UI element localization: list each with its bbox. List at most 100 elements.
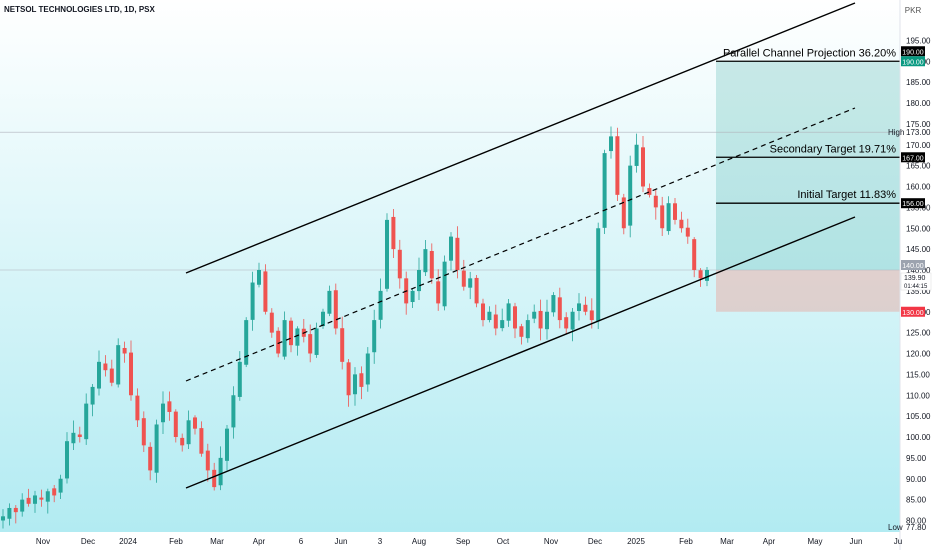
candle-body — [666, 203, 671, 232]
candle-body — [58, 478, 63, 493]
candle — [551, 292, 556, 317]
x-tick-label: Feb — [169, 537, 183, 546]
candle — [666, 196, 671, 235]
candle — [218, 446, 223, 491]
y-tick-label: 150.00 — [906, 224, 931, 233]
candle — [154, 419, 159, 483]
candle — [564, 312, 569, 335]
candle — [500, 308, 505, 332]
candle-body — [173, 411, 178, 437]
x-tick-label: Dec — [588, 537, 602, 546]
candle-body — [455, 237, 460, 270]
target-annotation: Secondary Target 19.71% — [770, 143, 897, 155]
candle-body — [583, 304, 588, 312]
candle — [641, 135, 645, 193]
candle — [692, 237, 697, 278]
candle — [225, 424, 229, 471]
badge-target-zone: 190.00 — [901, 56, 925, 67]
badge-last-price-bg — [900, 272, 932, 291]
price-badges: 190.00 190.00 167.00 156.00 140.00 130.00 139.… — [900, 46, 932, 317]
badge-stop-text: 130.00 — [902, 310, 924, 317]
candle — [269, 308, 274, 338]
candle-body — [513, 306, 517, 329]
candle-body — [391, 216, 396, 250]
candle-body — [500, 320, 505, 329]
y-tick-label: 180.00 — [906, 99, 931, 108]
y-tick-label: 140.00 — [906, 266, 931, 275]
candle — [109, 359, 114, 387]
badge-entry-bg — [901, 260, 925, 270]
candle — [161, 391, 165, 434]
candle-body — [167, 401, 172, 412]
x-tick-label: Mar — [720, 537, 734, 546]
candle — [1, 509, 5, 529]
candle-body — [545, 311, 549, 330]
candle-body — [129, 352, 133, 396]
candle — [621, 193, 626, 235]
candle-body — [65, 441, 69, 479]
candle-body — [519, 326, 524, 337]
candle — [653, 190, 658, 220]
time-axis[interactable]: Nov Dec 2024 Feb Mar Apr 6 Jun 3 Aug Sep Oct Nov Dec 2… — [36, 537, 902, 546]
x-tick-label: Nov — [544, 537, 558, 546]
candle-body — [410, 290, 415, 303]
y-tick-label: 125.00 — [906, 329, 931, 338]
candle — [180, 433, 185, 452]
candle-body — [193, 417, 197, 429]
x-tick-label: Nov — [36, 537, 50, 546]
y-tick-label: 105.00 — [906, 412, 931, 421]
candle — [679, 211, 684, 233]
y-tick-label: 110.00 — [906, 391, 930, 400]
candle — [634, 133, 639, 173]
candle-body — [154, 424, 159, 473]
candle-body — [109, 368, 114, 383]
y-tick-label: 195.00 — [906, 36, 931, 45]
candle-body — [705, 270, 709, 281]
badge-initial: 156.00 — [901, 198, 925, 209]
candle-body — [378, 290, 383, 320]
candle-body — [225, 428, 229, 461]
candle-body — [359, 373, 364, 387]
candle — [365, 347, 370, 392]
candle-body — [122, 347, 127, 354]
y-tick-label: 100.00 — [906, 433, 931, 442]
badge-entry-text: 140.00 — [902, 263, 924, 270]
candle-body — [417, 270, 421, 292]
profit-zone — [716, 61, 900, 270]
candle-body — [589, 310, 594, 321]
candle-body — [308, 334, 313, 354]
candle-body — [609, 136, 613, 152]
candle — [52, 484, 57, 503]
candle — [545, 299, 549, 340]
candle-body — [468, 278, 473, 288]
candle — [698, 268, 703, 287]
candle — [468, 271, 473, 300]
candle — [570, 307, 575, 342]
candle — [193, 415, 197, 435]
candle — [378, 278, 383, 329]
candle-body — [180, 437, 185, 446]
x-tick-label: Jun — [335, 537, 348, 546]
channel-upper-line — [185, 2, 856, 274]
candle-body — [564, 317, 569, 329]
candle-body — [449, 236, 453, 261]
parallel-channel — [185, 2, 856, 489]
candle-body — [628, 165, 633, 226]
candle-body — [237, 361, 242, 397]
y-tick-label: 170.00 — [906, 141, 931, 150]
candle-body — [321, 311, 325, 327]
high-value: 173.00 — [906, 128, 931, 137]
candle-body — [525, 320, 530, 339]
x-tick-label: Aug — [412, 537, 426, 546]
position-zones — [716, 61, 900, 312]
candle-body — [647, 188, 652, 195]
last-price-text: 139.90 — [904, 275, 926, 282]
candle — [20, 493, 25, 517]
candle — [538, 299, 543, 341]
y-tick-label: 175.00 — [906, 120, 931, 129]
candle-body — [135, 395, 140, 421]
candle-body — [1, 516, 5, 521]
candle — [282, 311, 287, 360]
candle-body — [97, 361, 101, 389]
